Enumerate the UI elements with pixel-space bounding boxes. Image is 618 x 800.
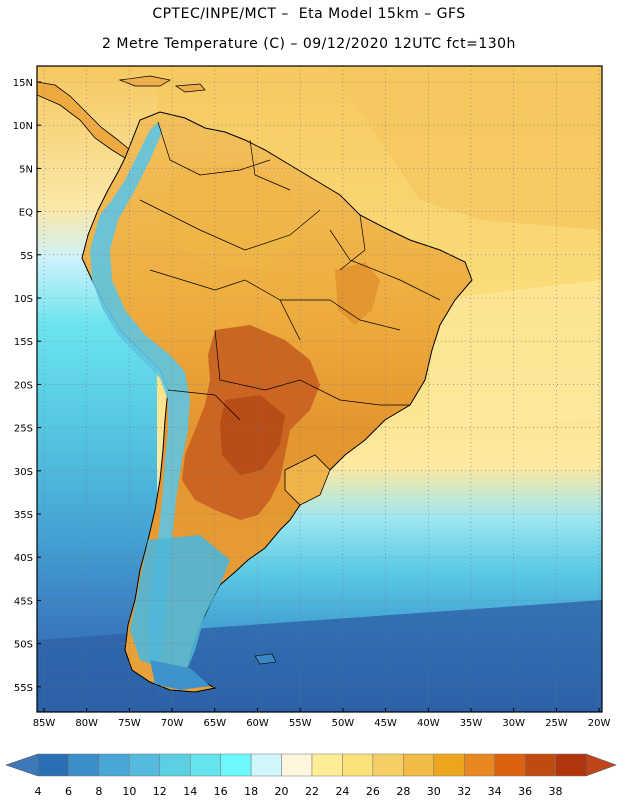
colorbar-label: 12 xyxy=(153,785,167,798)
colorbar-swatch xyxy=(433,753,465,777)
lon-label: 70W xyxy=(161,718,184,729)
uruguay xyxy=(284,454,331,506)
lat-label: 20S xyxy=(14,380,33,391)
lat-label: 50S xyxy=(14,640,33,651)
patagonia xyxy=(130,535,230,670)
colorbar-label: 4 xyxy=(35,785,42,798)
lat-label: 35S xyxy=(14,510,33,521)
colorbar-label: 36 xyxy=(518,785,532,798)
lon-label: 80W xyxy=(75,718,98,729)
map-frame xyxy=(36,65,603,713)
colorbar-swatch xyxy=(494,753,526,777)
colorbar-label: 28 xyxy=(396,785,410,798)
colorbar-label: 16 xyxy=(214,785,228,798)
lon-label: 65W xyxy=(203,718,226,729)
lat-label: EQ xyxy=(19,208,33,219)
colorbar-arrow-high xyxy=(585,753,617,777)
map-title-line1: CPTEC/INPE/MCT – Eta Model 15km – GFS xyxy=(152,6,466,22)
colorbar-swatch xyxy=(463,753,495,777)
colorbar-label: 18 xyxy=(244,785,258,798)
lat-label: 5N xyxy=(19,164,33,175)
lon-label: 35W xyxy=(460,718,483,729)
colorbar-label: 26 xyxy=(366,785,380,798)
colorbar-label: 6 xyxy=(65,785,72,798)
caribbean-island xyxy=(174,83,206,93)
lon-label: 75W xyxy=(118,718,141,729)
colorbar-arrow-low xyxy=(5,753,39,777)
colorbar-label: 32 xyxy=(457,785,471,798)
lat-label: 25S xyxy=(14,424,33,435)
country-borders xyxy=(139,121,441,421)
colorbar-swatch xyxy=(403,753,435,777)
colorbar: 4 6 8 10 12 14 16 18 20 22 24 26 28 30 32 34 36 38 xyxy=(5,753,617,798)
lon-label: 30W xyxy=(502,718,525,729)
central-america xyxy=(37,81,131,159)
lat-label: 10N xyxy=(13,121,33,132)
lon-label: 60W xyxy=(246,718,269,729)
colorbar-label: 20 xyxy=(275,785,289,798)
colorbar-label: 30 xyxy=(427,785,441,798)
hot-core xyxy=(220,395,285,475)
lat-label: 15N xyxy=(13,78,33,89)
colorbar-swatch xyxy=(281,753,313,777)
lon-label: 20W xyxy=(588,718,611,729)
colorbar-swatch xyxy=(311,753,343,777)
colorbar-label: 8 xyxy=(95,785,102,798)
falkland-islands xyxy=(254,653,277,665)
andes-cold-strip xyxy=(90,122,190,660)
colorbar-label: 10 xyxy=(122,785,136,798)
caribbean-island xyxy=(118,75,171,87)
lat-label: 30S xyxy=(14,467,33,478)
colorbar-swatch xyxy=(342,753,374,777)
lat-label: 40S xyxy=(14,553,33,564)
lat-label: 15S xyxy=(14,337,33,348)
lat-label: 10S xyxy=(14,294,33,305)
colorbar-label: 38 xyxy=(549,785,563,798)
lat-label: 55S xyxy=(14,683,33,694)
lon-label: 40W xyxy=(417,718,440,729)
map-title-line2: 2 Metre Temperature (C) – 09/12/2020 12U… xyxy=(102,36,516,52)
colorbar-swatch xyxy=(555,753,587,777)
colorbar-swatch xyxy=(189,753,221,777)
lat-label: 5S xyxy=(20,251,33,262)
colorbar-swatch xyxy=(220,753,252,777)
colorbar-swatch xyxy=(250,753,282,777)
lon-label: 25W xyxy=(545,718,568,729)
colorbar-label: 24 xyxy=(335,785,349,798)
colorbar-label: 34 xyxy=(488,785,502,798)
lon-label: 85W xyxy=(33,718,56,729)
colorbar-swatch xyxy=(159,753,191,777)
colorbar-label: 22 xyxy=(305,785,319,798)
lat-label: 45S xyxy=(14,596,33,607)
colorbar-swatch xyxy=(372,753,404,777)
lon-label: 55W xyxy=(289,718,312,729)
colorbar-swatch xyxy=(129,753,161,777)
colorbar-swatch xyxy=(98,753,130,777)
colorbar-swatch xyxy=(524,753,556,777)
colorbar-swatch xyxy=(68,753,100,777)
colorbar-label: 14 xyxy=(183,785,197,798)
lon-label: 45W xyxy=(374,718,397,729)
lon-label: 50W xyxy=(332,718,355,729)
colorbar-swatch xyxy=(37,753,69,777)
